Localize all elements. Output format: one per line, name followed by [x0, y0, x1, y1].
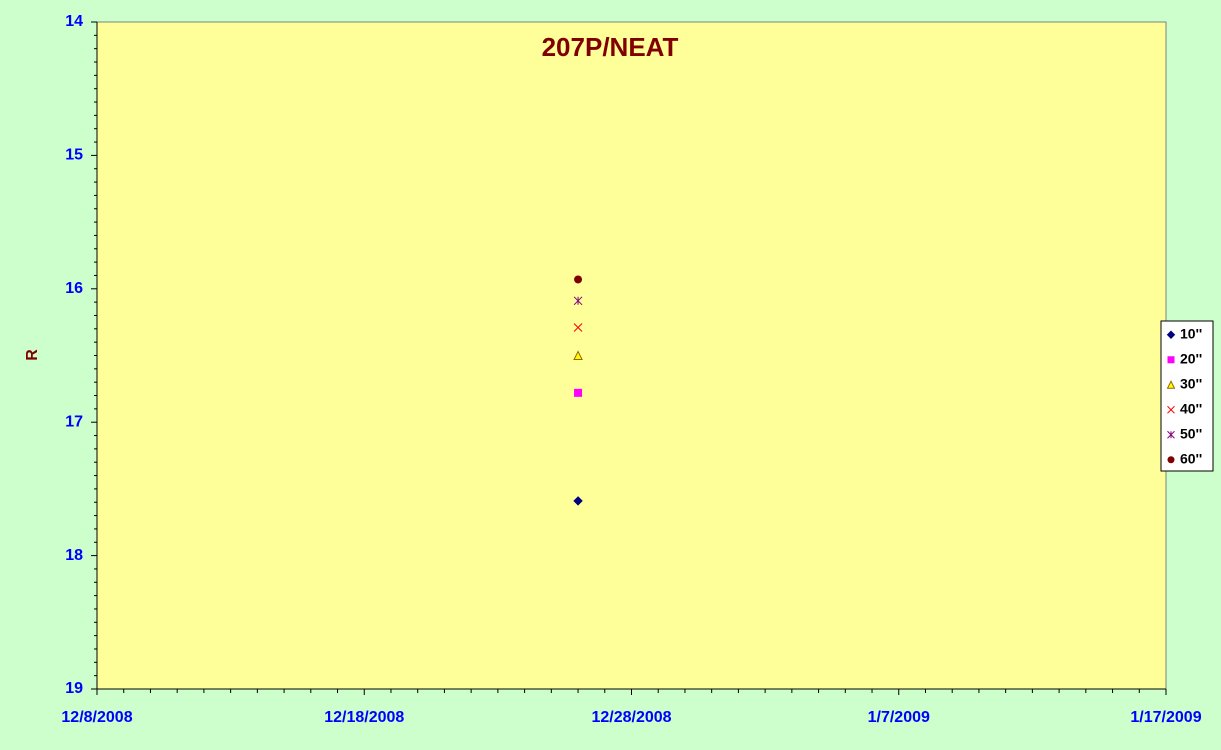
- y-tick-label: 17: [65, 413, 83, 430]
- marker: [573, 296, 583, 306]
- legend-label: 60'': [1180, 450, 1202, 466]
- marker: [573, 496, 583, 506]
- marker: [574, 275, 583, 284]
- x-tick-label: 12/28/2008: [591, 709, 671, 726]
- y-tick-label: 14: [65, 13, 83, 30]
- x-tick-label: 1/7/2009: [868, 709, 930, 726]
- chart-title: 207P/NEAT: [542, 32, 679, 62]
- x-tick-label: 1/17/2009: [1130, 709, 1201, 726]
- marker: [573, 323, 583, 332]
- legend-label: 40'': [1180, 400, 1202, 416]
- marker: [573, 350, 583, 360]
- legend-marker: [1167, 356, 1175, 364]
- legend-marker: [1167, 430, 1175, 439]
- y-tick-label: 18: [65, 547, 83, 564]
- legend-label: 10'': [1180, 325, 1202, 341]
- x-tick-label: 12/8/2008: [61, 709, 132, 726]
- y-tick-label: 16: [65, 280, 83, 297]
- y-tick-label: 15: [65, 147, 83, 164]
- legend-label: 30'': [1180, 375, 1202, 391]
- legend-label: 20'': [1180, 350, 1202, 366]
- legend-label: 50'': [1180, 425, 1202, 441]
- y-axis-label: R: [24, 349, 41, 361]
- legend-marker: [1167, 456, 1175, 464]
- legend-box: [1160, 320, 1214, 472]
- legend-marker: [1167, 405, 1175, 414]
- legend-marker: [1166, 330, 1176, 339]
- x-tick-label: 12/18/2008: [324, 709, 404, 726]
- y-tick-label: 19: [65, 680, 83, 697]
- plot-area: [96, 21, 1167, 690]
- marker: [574, 388, 583, 397]
- legend-marker: [1166, 380, 1176, 389]
